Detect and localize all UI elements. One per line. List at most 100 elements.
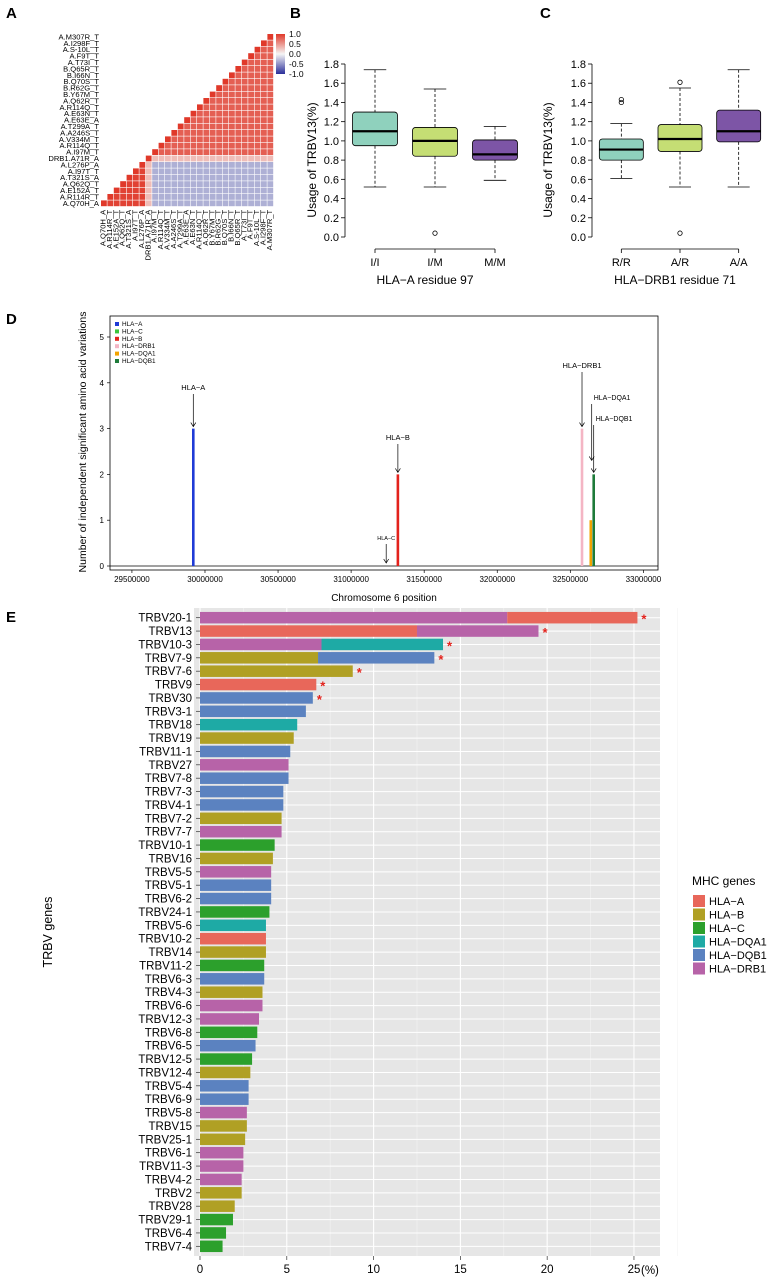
heatmap-cell <box>241 130 248 136</box>
heatmap-cell <box>261 123 267 130</box>
bar-segment <box>200 919 266 932</box>
heatmap-cell <box>254 187 261 194</box>
heatmap-row-label: A.E63E_A <box>64 116 100 125</box>
legend-swatch <box>115 336 119 341</box>
heatmap-cell <box>241 181 248 187</box>
panel-c-x-axis-label: HLA−DRB1 residue 71 <box>614 273 736 287</box>
heatmap-cell <box>177 187 184 194</box>
heatmap-cell <box>190 162 197 168</box>
heatmap-col-label: A.E63E_A <box>182 209 191 245</box>
heatmap-col-label: A.E63N_T <box>188 209 197 244</box>
heatmap-cell <box>235 200 242 207</box>
heatmap-cell <box>158 194 165 200</box>
heatmap-cell <box>177 162 184 168</box>
heatmap-row-label: A.I97M_T <box>66 148 99 157</box>
heatmap-cell <box>248 123 254 130</box>
heatmap-cell <box>241 59 248 66</box>
x-tick-label: 31000000 <box>333 575 369 584</box>
heatmap-cell <box>209 194 216 200</box>
heatmap-cell <box>145 194 152 200</box>
y-tick-label: 1.8 <box>571 59 586 71</box>
heatmap-cell <box>235 117 242 123</box>
heatmap-cell <box>197 149 203 155</box>
heatmap-cell <box>235 123 242 130</box>
heatmap-cell <box>165 200 171 207</box>
bar-segment <box>200 652 319 664</box>
heatmap-cell <box>261 174 267 181</box>
heatmap-col-label: A.T73I_T <box>239 209 248 241</box>
heatmap-cell <box>216 123 222 130</box>
heatmap-cell <box>184 155 190 162</box>
heatmap-cell <box>235 155 242 162</box>
heatmap-cell <box>229 174 235 181</box>
annotation-arrow-head <box>190 422 197 428</box>
heatmap-cell <box>229 85 235 91</box>
heatmap-cell <box>209 187 216 194</box>
trbv-gene-label: TRBV5-8 <box>145 1108 192 1120</box>
heatmap-cell <box>241 142 248 149</box>
y-tick-label: 1.2 <box>571 117 586 129</box>
heatmap-cell <box>152 162 158 168</box>
heatmap-cell <box>203 98 210 104</box>
trbv-gene-label: TRBV7-9 <box>145 653 192 665</box>
panel-c-boxplot: Usage of TRBV13(%) HLA−DRB1 residue 71 0… <box>541 59 762 287</box>
bar-segment <box>200 1039 256 1052</box>
heatmap-cell <box>190 174 197 181</box>
heatmap-cell <box>241 72 248 79</box>
legend-label: HLA−DQB1 <box>122 358 156 365</box>
x-tick-label: I/M <box>427 257 442 269</box>
box-body <box>352 111 398 147</box>
annotation-label: HLA−DQB1 <box>596 416 633 423</box>
heatmap-cell <box>254 72 261 79</box>
heatmap-cell <box>190 168 197 175</box>
x-tick-label: 29500000 <box>114 575 150 584</box>
heatmap-cell <box>177 181 184 187</box>
legend-swatch <box>693 908 705 921</box>
heatmap-cell <box>209 130 216 136</box>
heatmap-cell <box>229 72 235 79</box>
heatmap-cell <box>139 181 146 187</box>
heatmap-cell <box>248 187 254 194</box>
heatmap-cell <box>126 194 133 200</box>
heatmap-row-label: A.V334M_T <box>59 135 99 144</box>
heatmap-row-label: A.L276P_A <box>61 160 100 169</box>
heatmap-cell <box>229 91 235 98</box>
heatmap-cell <box>241 162 248 168</box>
heatmap-cell <box>222 136 229 143</box>
box-outlier <box>618 99 624 106</box>
bar-segment <box>200 665 353 677</box>
heatmap-cell <box>248 174 254 181</box>
annotation-label: HLA−DRB1 <box>563 361 602 370</box>
heatmap-cell <box>171 187 178 194</box>
x-tick-label: A/A <box>730 257 748 269</box>
heatmap-cell <box>209 162 216 168</box>
trbv-gene-label: TRBV4-1 <box>145 800 192 812</box>
panel-letter-b: B <box>290 5 301 22</box>
panel-e-plot-background <box>194 608 660 1256</box>
heatmap-col-label: A.I298F_T <box>258 209 267 245</box>
heatmap-cell <box>261 155 267 162</box>
heatmap-cell <box>209 168 216 175</box>
heatmap-cell <box>101 200 107 207</box>
heatmap-cell <box>190 136 197 143</box>
heatmap-cell <box>203 168 210 175</box>
heatmap-cell <box>209 123 216 130</box>
heatmap-cell <box>254 46 261 53</box>
heatmap-cell <box>171 181 178 187</box>
heatmap-cell <box>209 200 216 207</box>
heatmap-col-label: A.R114R_T <box>105 209 114 248</box>
x-tick-label: I/I <box>370 257 379 269</box>
trbv-gene-label: TRBV12-5 <box>138 1054 192 1066</box>
heatmap-cell <box>165 136 171 143</box>
x-tick-label: R/R <box>612 257 631 269</box>
heatmap-cell <box>229 110 235 117</box>
trbv-gene-label: TRBV6-3 <box>145 974 192 986</box>
box-outlier <box>432 230 438 236</box>
heatmap-cell <box>190 194 197 200</box>
heatmap-cell <box>126 174 133 181</box>
heatmap-cell <box>120 200 126 207</box>
colorbar-tick-label: 1.0 <box>289 29 301 39</box>
trbv-gene-label: TRBV24-1 <box>138 907 192 919</box>
y-tick-label: 1.0 <box>324 136 339 148</box>
bar-segment <box>321 638 444 651</box>
